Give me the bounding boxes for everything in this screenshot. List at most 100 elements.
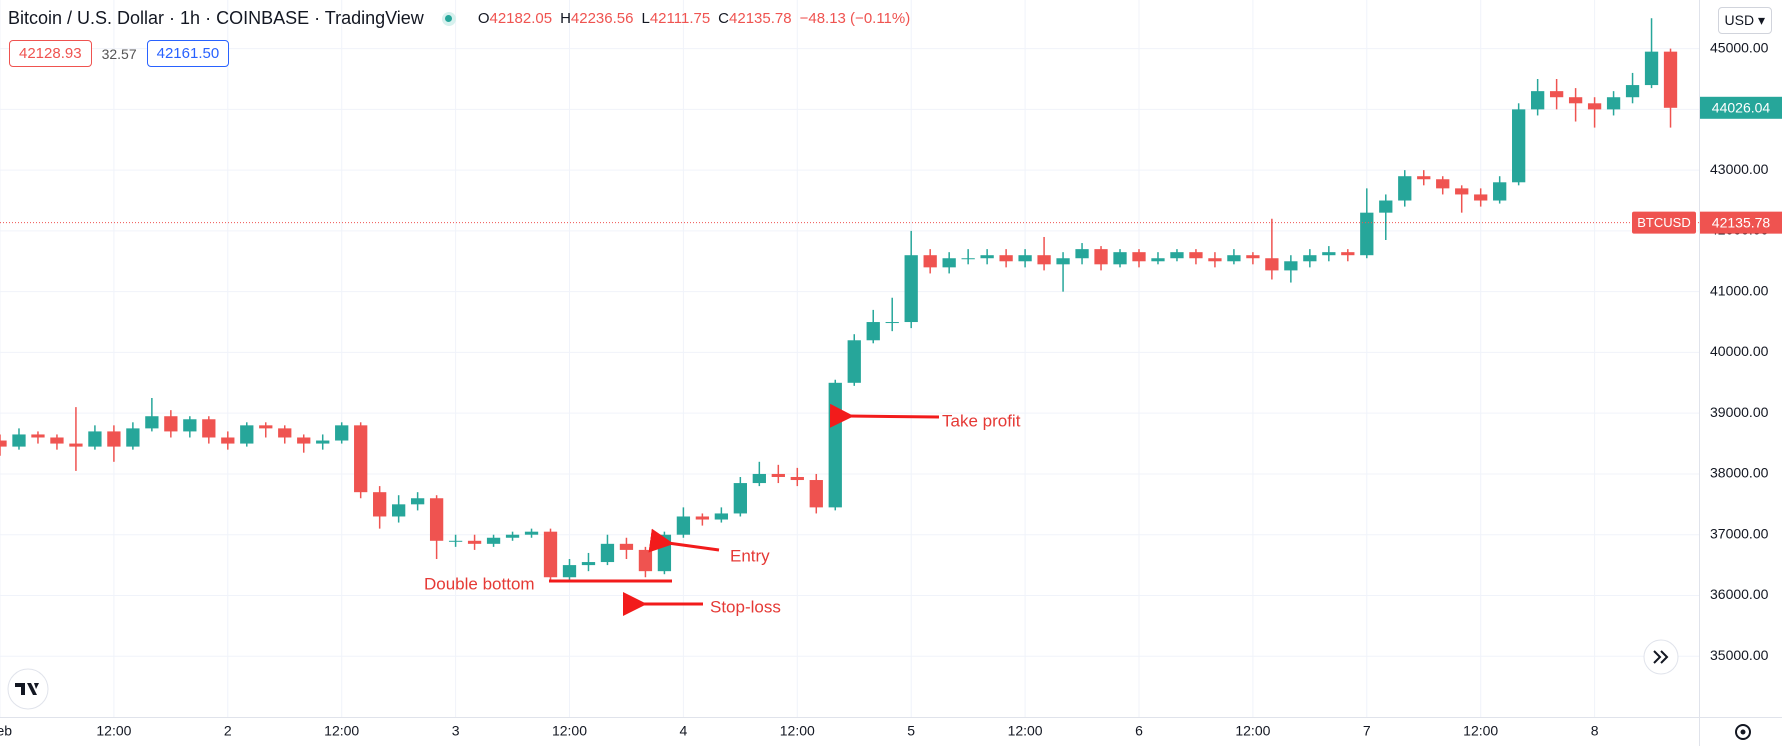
candle-body: [1663, 51, 1678, 108]
candle-body: [1436, 179, 1450, 189]
price-tag-name: BTCUSD: [1637, 215, 1690, 230]
currency-select[interactable]: USD ▾: [1717, 7, 1772, 34]
candle-body: [429, 498, 444, 541]
candle-body: [885, 322, 899, 324]
x-tick-label: 12:00: [1008, 723, 1043, 739]
candle-body: [828, 382, 842, 508]
candle-body: [600, 543, 615, 563]
candle-body: [1360, 212, 1374, 256]
candle-body: [1341, 252, 1355, 256]
trade-boxes: 42128.93 32.57 42161.50: [9, 40, 230, 67]
candle-body: [69, 443, 83, 447]
last-price-tag: 44026.04: [1712, 99, 1771, 115]
candle-body: [980, 255, 994, 259]
candle-body: [31, 434, 45, 438]
candle-body: [1530, 91, 1545, 110]
candle-body: [107, 431, 121, 447]
candle-body: [467, 540, 482, 544]
annotation-arrow: [829, 403, 940, 428]
candle-body: [581, 562, 596, 566]
candle-body: [392, 504, 406, 517]
y-tick-label: 36000.00: [1710, 586, 1769, 602]
candle-body: [733, 483, 747, 514]
candle-body: [373, 492, 387, 517]
candle-body: [202, 419, 216, 438]
y-tick-label: 40000.00: [1710, 343, 1769, 359]
settings-button[interactable]: [1735, 724, 1751, 740]
candle-body: [1094, 249, 1108, 265]
candle-body: [847, 340, 861, 383]
candle-body: [1549, 91, 1564, 98]
tv-logo[interactable]: [7, 668, 49, 710]
candle-body: [904, 255, 918, 323]
ohlc-value: 42182.05: [489, 10, 553, 27]
candle-body: [961, 258, 975, 260]
ohlc-key: O: [477, 10, 490, 27]
ohlc: O42182.05 H42236.56 L42111.75 C42135.78 …: [478, 10, 910, 27]
candle-body: [1512, 109, 1526, 183]
candle-body: [1075, 249, 1089, 259]
candle-body: [1132, 252, 1146, 262]
candle-body: [126, 428, 140, 447]
buy-button[interactable]: 42161.50: [146, 40, 230, 67]
y-tick-label: 41000.00: [1710, 282, 1769, 298]
candle-body: [1265, 258, 1279, 271]
x-tick-label: 12:00: [324, 723, 359, 739]
y-tick-label: 43000.00: [1710, 161, 1769, 177]
scroll-button[interactable]: [1643, 639, 1679, 675]
ohlc-value: 42236.56: [570, 10, 634, 27]
candle-body: [505, 534, 520, 538]
candle-body: [88, 431, 102, 447]
candle-body: [335, 425, 349, 441]
market-status[interactable]: [441, 11, 456, 26]
x-tick-label: 6: [1135, 723, 1143, 739]
x-tick-label: 12:00: [552, 723, 587, 739]
price-tag: 42135.78: [1712, 214, 1771, 230]
candle-body: [259, 425, 273, 429]
candle-body: [1018, 255, 1032, 262]
candle-body: [562, 565, 577, 578]
candle-body: [999, 255, 1013, 262]
spread: 32.57: [101, 45, 137, 62]
candle-body: [1417, 176, 1431, 180]
candle-body: [923, 255, 937, 268]
candle-body: [638, 549, 653, 572]
ohlc-value: 42111.75: [649, 10, 711, 27]
price-tag-bg: [1700, 211, 1782, 234]
candle-body: [278, 428, 292, 438]
candle-body: [1398, 176, 1412, 201]
annotation: Stop-loss: [710, 597, 781, 616]
price-tag-name-bg: [1632, 211, 1696, 234]
candle-body: [1227, 255, 1241, 262]
annotation: Entry: [730, 546, 770, 565]
x-tick-label: Feb: [0, 723, 12, 739]
candle-body: [1246, 255, 1260, 259]
candle-body: [1379, 200, 1393, 213]
last-price-tag-bg: [1700, 96, 1782, 119]
candle-body: [486, 537, 501, 544]
candle-body: [790, 476, 804, 481]
symbol-title: Bitcoin / U.S. Dollar · 1h · COINBASE · …: [8, 8, 424, 28]
y-tick-label: 35000.00: [1710, 647, 1769, 663]
candle-body: [942, 258, 956, 268]
candle-body: [316, 440, 330, 444]
sell-button[interactable]: 42128.93: [9, 40, 92, 67]
candle-body: [1151, 258, 1165, 262]
currency: USD: [1724, 12, 1755, 28]
candle-body: [1625, 85, 1640, 98]
candle-body: [714, 513, 729, 520]
candle-body: [1056, 258, 1070, 265]
x-tick-label: 2: [224, 723, 232, 739]
ohlc-value: 42135.78: [729, 10, 792, 27]
x-tick-label: 12:00: [96, 723, 131, 739]
candle-body: [164, 416, 178, 432]
candle-body: [1493, 182, 1507, 201]
ohlc-key: L: [641, 10, 650, 27]
candle-body: [12, 434, 26, 447]
candle-body: [1037, 255, 1051, 265]
candle-body: [619, 543, 634, 550]
candle-body: [1455, 188, 1469, 195]
candle-body: [1170, 252, 1184, 259]
candle-body: [354, 425, 368, 493]
